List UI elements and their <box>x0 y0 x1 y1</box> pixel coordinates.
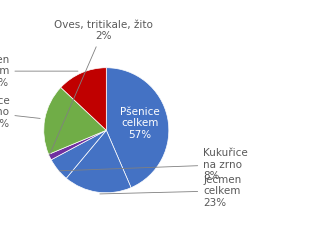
Wedge shape <box>49 130 106 160</box>
Text: Ječmen
celkem
17%: Ječmen celkem 17% <box>0 54 78 88</box>
Wedge shape <box>106 68 169 188</box>
Text: Pšenice
celkem
57%: Pšenice celkem 57% <box>120 107 160 140</box>
Wedge shape <box>61 68 106 130</box>
Text: Kukuřice
na zrno
24%: Kukuřice na zrno 24% <box>0 96 40 129</box>
Text: Ječmen
celkem
23%: Ječmen celkem 23% <box>100 174 242 208</box>
Wedge shape <box>51 130 106 178</box>
Wedge shape <box>66 130 131 193</box>
Wedge shape <box>44 87 106 154</box>
Text: Kukuřice
na zrno
8%: Kukuřice na zrno 8% <box>59 148 248 181</box>
Text: Oves, tritikale, žito
2%: Oves, tritikale, žito 2% <box>49 20 152 155</box>
